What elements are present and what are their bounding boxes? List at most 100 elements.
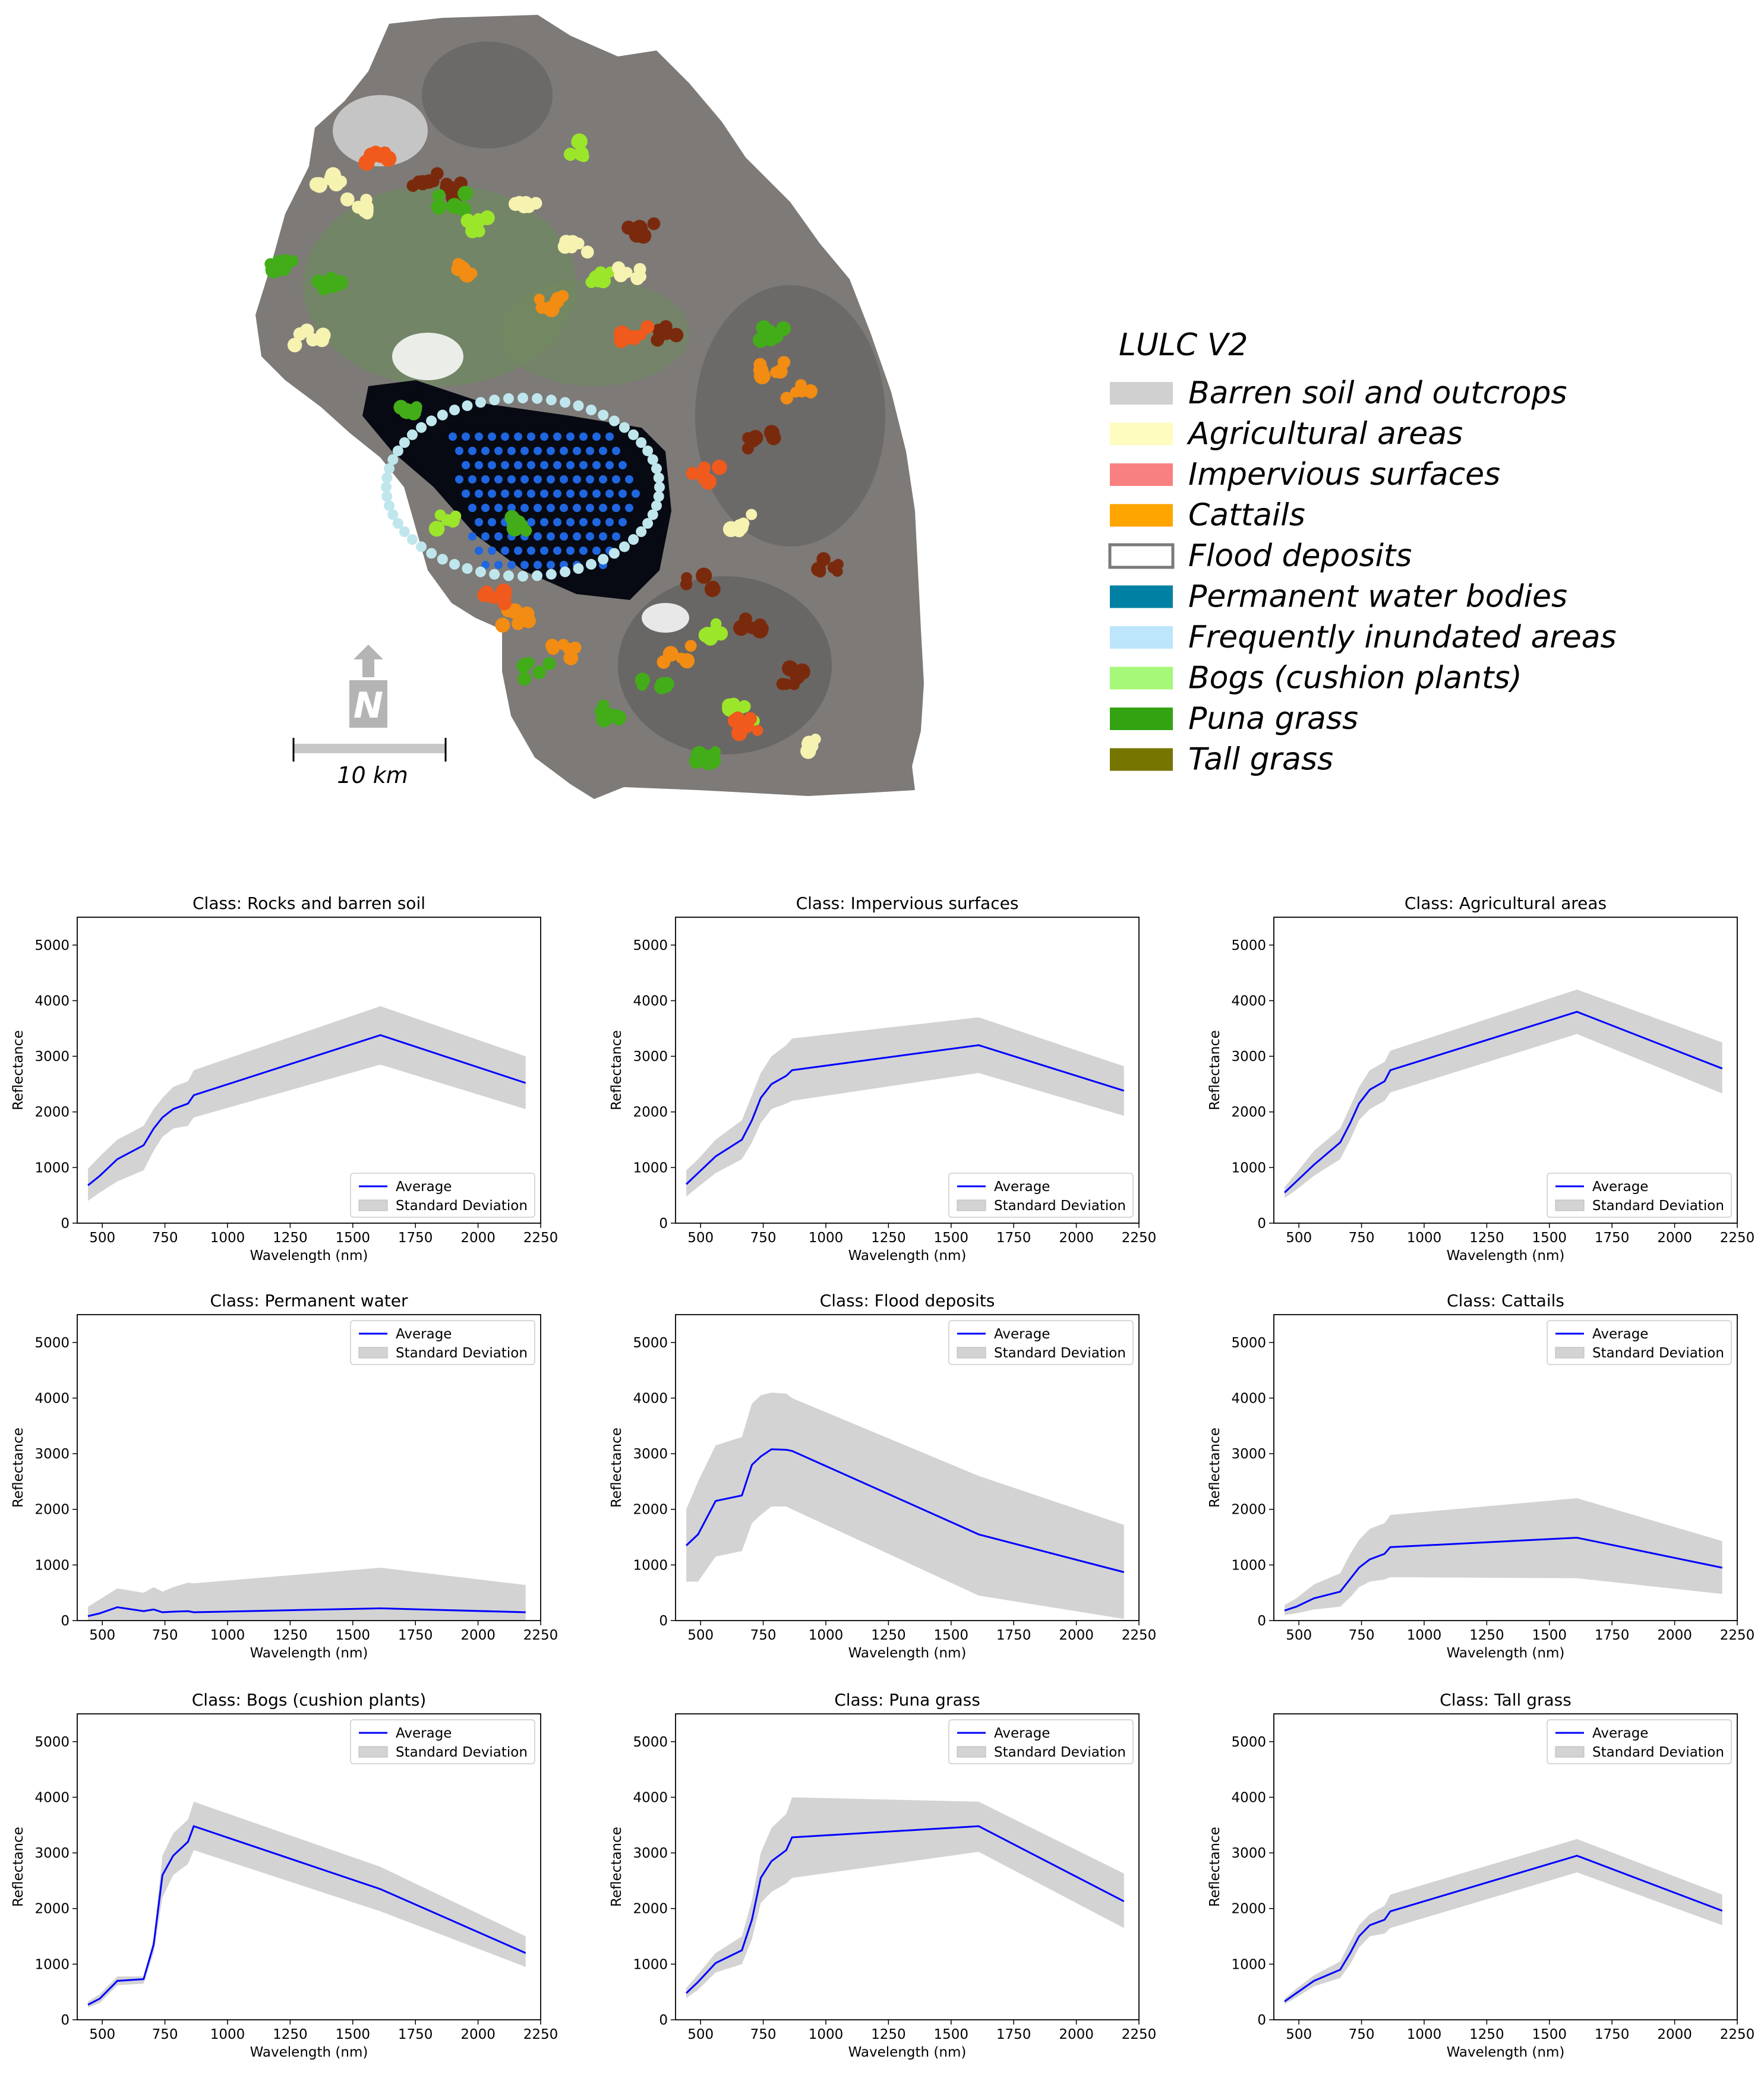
- chart-7: Class: Bogs (cushion plants) 500 750 1000 12…: [11, 1690, 558, 2060]
- map-sample-point: [832, 566, 843, 577]
- legend-swatch: [1110, 504, 1173, 527]
- y-tick-label: 0: [1257, 1613, 1266, 1629]
- y-tick-label: 4000: [1231, 993, 1266, 1009]
- chart-legend-box: [948, 1719, 1134, 1764]
- map-sample-point: [746, 509, 758, 520]
- water-sample-point: [462, 461, 470, 469]
- x-tick-label: 750: [1349, 1230, 1375, 1246]
- legend-sd-label: Standard Deviation: [994, 1346, 1126, 1361]
- x-tick-label: 750: [152, 1628, 178, 1643]
- water-sample-point: [475, 518, 483, 526]
- inundated-sample-point: [642, 445, 654, 456]
- water-sample-point: [501, 547, 509, 555]
- map-sample-point: [479, 210, 495, 226]
- inundated-sample-point: [636, 437, 647, 448]
- map-sample-point: [654, 679, 670, 694]
- y-tick-label: 2000: [633, 1902, 668, 1917]
- inundated-sample-point: [573, 400, 584, 411]
- y-tick-label: 2000: [1231, 1105, 1266, 1120]
- legend-sd-swatch: [1555, 1199, 1585, 1211]
- x-tick-label: 1000: [210, 1628, 245, 1643]
- water-sample-point: [481, 532, 490, 541]
- std-dev-band: [88, 1568, 526, 1621]
- inundated-sample-point: [653, 491, 664, 502]
- y-tick-label: 4000: [1231, 1790, 1266, 1805]
- legend-sd-swatch: [358, 1199, 388, 1211]
- plot-frame: [77, 1713, 541, 2020]
- x-tick-label: 1750: [398, 2027, 433, 2042]
- map-sample-point: [479, 585, 494, 601]
- y-tick-label: 0: [61, 2013, 70, 2028]
- map-sample-point: [393, 400, 409, 415]
- map-sample-point: [340, 192, 355, 207]
- std-dev-band: [88, 1801, 526, 2008]
- x-tick-label: 1250: [871, 1230, 906, 1246]
- map-sample-point: [507, 603, 523, 620]
- map-sample-point: [547, 642, 560, 655]
- std-dev-band: [88, 1006, 526, 1201]
- y-axis-label: Reflectance: [609, 1428, 624, 1508]
- water-sample-point: [586, 532, 594, 541]
- y-tick-label: 5000: [34, 1735, 70, 1750]
- x-axis-label: Wavelength (nm): [1447, 1248, 1565, 1264]
- map-sample-point: [662, 646, 679, 662]
- y-tick-label: 2000: [633, 1502, 668, 1518]
- y-tick-label: 3000: [1231, 1846, 1266, 1861]
- map-sample-point: [741, 442, 754, 454]
- water-sample-point: [599, 447, 607, 455]
- x-tick-label: 750: [750, 2027, 777, 2042]
- inundated-sample-point: [618, 541, 630, 552]
- map-sample-point: [352, 200, 365, 214]
- y-tick-label: 0: [61, 1216, 70, 1231]
- x-tick-label: 1500: [336, 1628, 371, 1643]
- x-tick-label: 1000: [1407, 2027, 1442, 2042]
- terrain-shadow: [695, 285, 885, 547]
- chart-1: Class: Rocks and barren soil 500 750 1000 12…: [11, 893, 558, 1264]
- water-sample-point: [475, 461, 483, 469]
- average-line: [1284, 1010, 1723, 1193]
- water-sample-point: [586, 504, 594, 512]
- water-sample-point: [494, 504, 503, 512]
- legend-average-label: Average: [994, 1179, 1050, 1195]
- legend-sd-swatch: [1555, 1746, 1585, 1758]
- x-tick-label: 2000: [1657, 2027, 1692, 2042]
- chart-legend-box: [1547, 1719, 1732, 1764]
- map-sample-point: [569, 642, 582, 654]
- average-line: [686, 1044, 1125, 1185]
- map-sample-point: [647, 217, 661, 230]
- y-tick-label: 5000: [34, 1335, 70, 1351]
- inundated-sample-point: [573, 563, 584, 574]
- inundated-sample-point: [381, 491, 393, 502]
- map-sample-point: [770, 366, 782, 378]
- water-sample-point: [579, 490, 588, 498]
- water-sample-point: [625, 475, 633, 484]
- water-sample-point: [547, 532, 555, 541]
- map-sample-point: [712, 459, 727, 475]
- map-sample-point: [431, 199, 447, 215]
- y-axis-label: Reflectance: [1207, 1030, 1223, 1110]
- y-tick-label: 3000: [633, 1447, 668, 1462]
- x-tick-label: 2000: [1059, 1230, 1094, 1246]
- y-axis-label: Reflectance: [11, 1030, 26, 1110]
- legend-label: Bogs (cushion plants): [1188, 661, 1522, 696]
- x-tick-label: 2250: [523, 2027, 558, 2042]
- legend-average-label: Average: [994, 1327, 1050, 1342]
- inundated-sample-point: [475, 397, 486, 408]
- map-sample-point: [535, 301, 548, 314]
- water-sample-point: [599, 475, 607, 484]
- map-sample-point: [333, 275, 348, 290]
- map-sample-point: [794, 663, 810, 680]
- water-sample-point: [534, 504, 542, 512]
- x-tick-label: 500: [89, 2027, 115, 2042]
- average-line: [87, 1034, 526, 1186]
- map-sample-point: [325, 167, 341, 184]
- legend-sd-swatch: [957, 1199, 986, 1211]
- water-sample-point: [592, 547, 601, 555]
- x-tick-label: 500: [687, 1230, 714, 1246]
- y-tick-label: 3000: [633, 1049, 668, 1065]
- x-tick-label: 2250: [1122, 1230, 1157, 1246]
- water-sample-point: [592, 432, 601, 441]
- y-tick-label: 5000: [34, 938, 70, 953]
- y-tick-label: 1000: [633, 1160, 668, 1176]
